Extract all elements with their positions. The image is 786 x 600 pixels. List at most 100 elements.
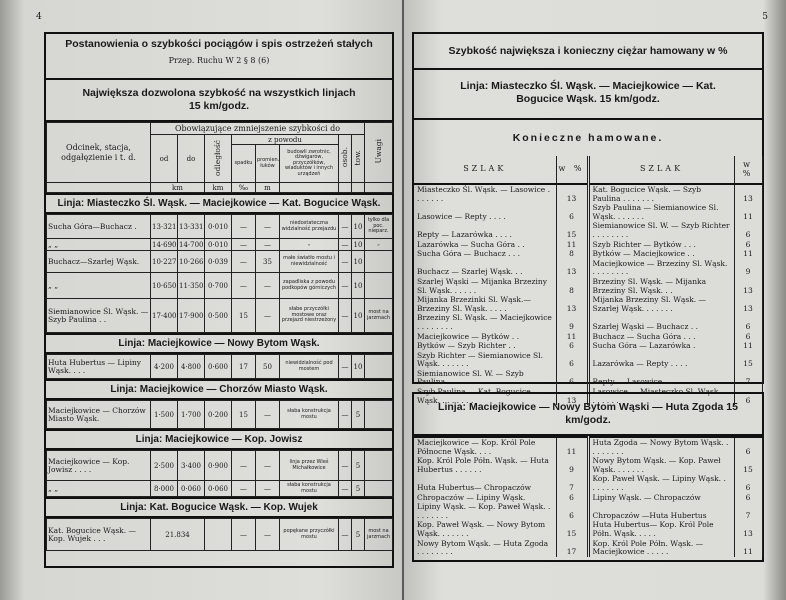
cell-from-km: 14·690 <box>150 238 178 251</box>
cell-reason: słaba konstrukcja mostu <box>279 400 339 429</box>
route: Repty — Lasowice . . . . . <box>588 368 735 388</box>
cell-passenger-speed: — <box>338 480 352 497</box>
cell-from-km: 4·200 <box>150 354 178 379</box>
header-section: Odcinek, stacja, odgałęzienie i t. d. <box>46 122 151 183</box>
cell-radius: — <box>255 214 280 239</box>
braking-percent: 13 <box>556 387 590 406</box>
route: Sucha Góra — Buchacz . . . <box>414 249 557 259</box>
braking-percent: 15 <box>734 456 763 475</box>
cell-freight-speed: 5 <box>351 400 365 429</box>
cell-reason: słabe przyczółki mostowe oraz przejazd n… <box>279 298 339 333</box>
cell-slope: 15 <box>231 400 256 429</box>
table-row: Kop. Król Pole Półn. Wąsk. — Huta Hubert… <box>414 456 763 475</box>
table-row: Maciejkowice — Bytków . . 11 Buchacz — Suc… <box>414 331 763 342</box>
braking-percent: 8 <box>556 249 590 259</box>
cell-to-km: 13·331 <box>177 214 205 239</box>
braking-percent: 17 <box>556 538 590 557</box>
cell-passenger-speed: — <box>338 354 352 379</box>
table-row: Miasteczko Śl. Wąsk. — Lasowice . . . . … <box>414 184 763 204</box>
cell-from-km: 21.834 <box>150 518 205 551</box>
cell-to-km: 10·266 <box>177 250 205 273</box>
page-title: Szybkość największa i konieczny ciężar h… <box>414 34 762 70</box>
cell-freight-speed: 5 <box>351 518 365 551</box>
route: Siemianowice Sl. W. — Szyb Paulina . . .… <box>414 368 557 388</box>
cell-reason: małe światło mostu i niewidzialność <box>279 250 339 273</box>
braking-percent: 11 <box>556 239 590 250</box>
cell-distance: 0·700 <box>204 272 232 299</box>
cell-from-km: 13·321 <box>150 214 178 239</box>
braking-percent: 13 <box>556 184 590 204</box>
braking-percent: 13 <box>734 276 763 296</box>
route: Szyb Richter — Siemianowice Sl. Wąsk. . … <box>414 350 557 369</box>
cell-to-km: 0·060 <box>177 480 205 497</box>
line-heading: Linja: Maciejkowice — Nowy Bytom Wąski —… <box>414 394 762 436</box>
header-from: od <box>150 134 178 183</box>
header-route: SZLAK <box>588 156 735 185</box>
route: Szarlej Wąski — Buchacz . . <box>588 313 735 332</box>
cell-section: „ „ <box>46 272 151 299</box>
cell-reason: słaba konstrukcja mostu <box>279 480 339 497</box>
table-row: Repty — Lazarówka . . . . 15 Siemianowice … <box>414 221 763 240</box>
table-row: Maciejkowice — Chorzów Miasto Wąsk. 1·500… <box>46 400 393 429</box>
cell-to-km: 4·800 <box>177 354 205 379</box>
braking-percent: 13 <box>734 520 763 539</box>
cell-freight-speed: 10 <box>351 354 365 379</box>
cell-slope: — <box>231 272 256 299</box>
cell-slope: — <box>231 518 256 551</box>
header-reduction: Obowiązujące zmniejszenie szybkości do <box>149 122 366 135</box>
cell-freight-speed: 10 <box>351 250 365 273</box>
cell-distance: 0·600 <box>204 354 232 379</box>
cell-freight-speed: 10 <box>351 214 365 239</box>
route: Szarlej Wąski — Mijanka Brzeziny Sl. Wąs… <box>414 276 557 296</box>
cell-section: Buchacz—Szarlej Wąsk. <box>46 250 151 273</box>
table-row: Maciejkowice — Kop. Jowisz . . . . 2·500 3… <box>46 450 393 481</box>
cell-freight-speed: 10 <box>351 272 365 299</box>
table-row: Szyb Richter — Siemianowice Sl. Wąsk. . … <box>414 350 763 369</box>
table-row: „ „ 8·000 0·060 0·060— — słaba konstrukcja mo… <box>46 480 393 497</box>
table-row: Szarlej Wąski — Mijanka Brzeziny Sl. Wąs… <box>414 276 763 296</box>
cell-from-km: 10·650 <box>150 272 178 299</box>
route: Repty — Lazarówka . . . . <box>414 221 557 240</box>
table-row: „ „ 14·690 14·700 0·010— — „ —10 „ <box>46 238 393 251</box>
cell-remarks: most na jarzmach <box>364 298 393 333</box>
cell-reason: „ <box>279 238 339 251</box>
route: Chropaczów —Huta Hubertus <box>588 502 735 521</box>
cell-to-km: 3·400 <box>177 450 205 481</box>
cell-to-km: 11·350 <box>177 272 205 299</box>
braking-percent: 6 <box>734 387 763 406</box>
braking-percent: 9 <box>556 456 590 475</box>
cell-radius: — <box>255 238 280 251</box>
braking-percent: 6 <box>556 203 590 222</box>
route: Maciejkowice — Kop. Król Pole Północne W… <box>414 437 557 457</box>
cell-radius: — <box>255 480 280 497</box>
header-route: SZLAK <box>414 156 557 185</box>
table-row: Lazarówka — Sucha Góra . . 11 Szyb Richter… <box>414 239 763 250</box>
table-row: Nowy Bytom Wąsk. — Huta Zgoda . . . . . … <box>414 538 763 557</box>
cell-section: „ „ <box>46 238 151 251</box>
cell-radius: — <box>255 400 280 429</box>
cell-distance <box>204 518 232 551</box>
regulation-reference: Przep. Ruchu W 2 § 8 (6) <box>168 56 270 65</box>
route: Nowy Bytom Wąsk. — Huta Zgoda . . . . . … <box>414 538 557 557</box>
braking-route-table: SZLAK w % SZLAK w % Miasteczko Śl. Wąsk. — L… <box>414 156 763 406</box>
cell-remarks <box>364 354 393 379</box>
cell-to-km: 17·900 <box>177 298 205 333</box>
line-heading: Linja: Maciejkowice — Nowy Bytom Wąsk. <box>46 333 392 354</box>
cell-from-km: 17·400 <box>150 298 178 333</box>
cell-section: Kat. Bogucice Wąsk. — Kop. Wujek . . . <box>46 518 151 551</box>
cell-section: Maciejkowice — Chorzów Miasto Wąsk. <box>46 400 151 429</box>
header-reason: z powodu <box>231 134 339 145</box>
cell-radius: — <box>255 450 280 481</box>
unit-m: m <box>255 182 280 193</box>
braking-percent: 6 <box>734 492 763 503</box>
cell-slope: 15 <box>231 298 256 333</box>
route: Lipiny Wąsk. — Kop. Paweł Wąsk. . . . . … <box>414 502 557 521</box>
cell-remarks <box>364 450 393 481</box>
braking-table-2: Linja: Maciejkowice — Nowy Bytom Wąski —… <box>412 392 764 562</box>
route: Brzeziny Sl. Wąsk. — Mijanka Brzeziny Sl… <box>588 276 735 296</box>
cell-remarks: most na jarzmach <box>364 518 393 551</box>
route: Huta Hubertus— Chropaczów <box>414 474 557 493</box>
braking-percent: 13 <box>734 184 763 204</box>
route: Lasowice — Repty . . . . <box>414 203 557 222</box>
braking-percent: 9 <box>556 313 590 332</box>
